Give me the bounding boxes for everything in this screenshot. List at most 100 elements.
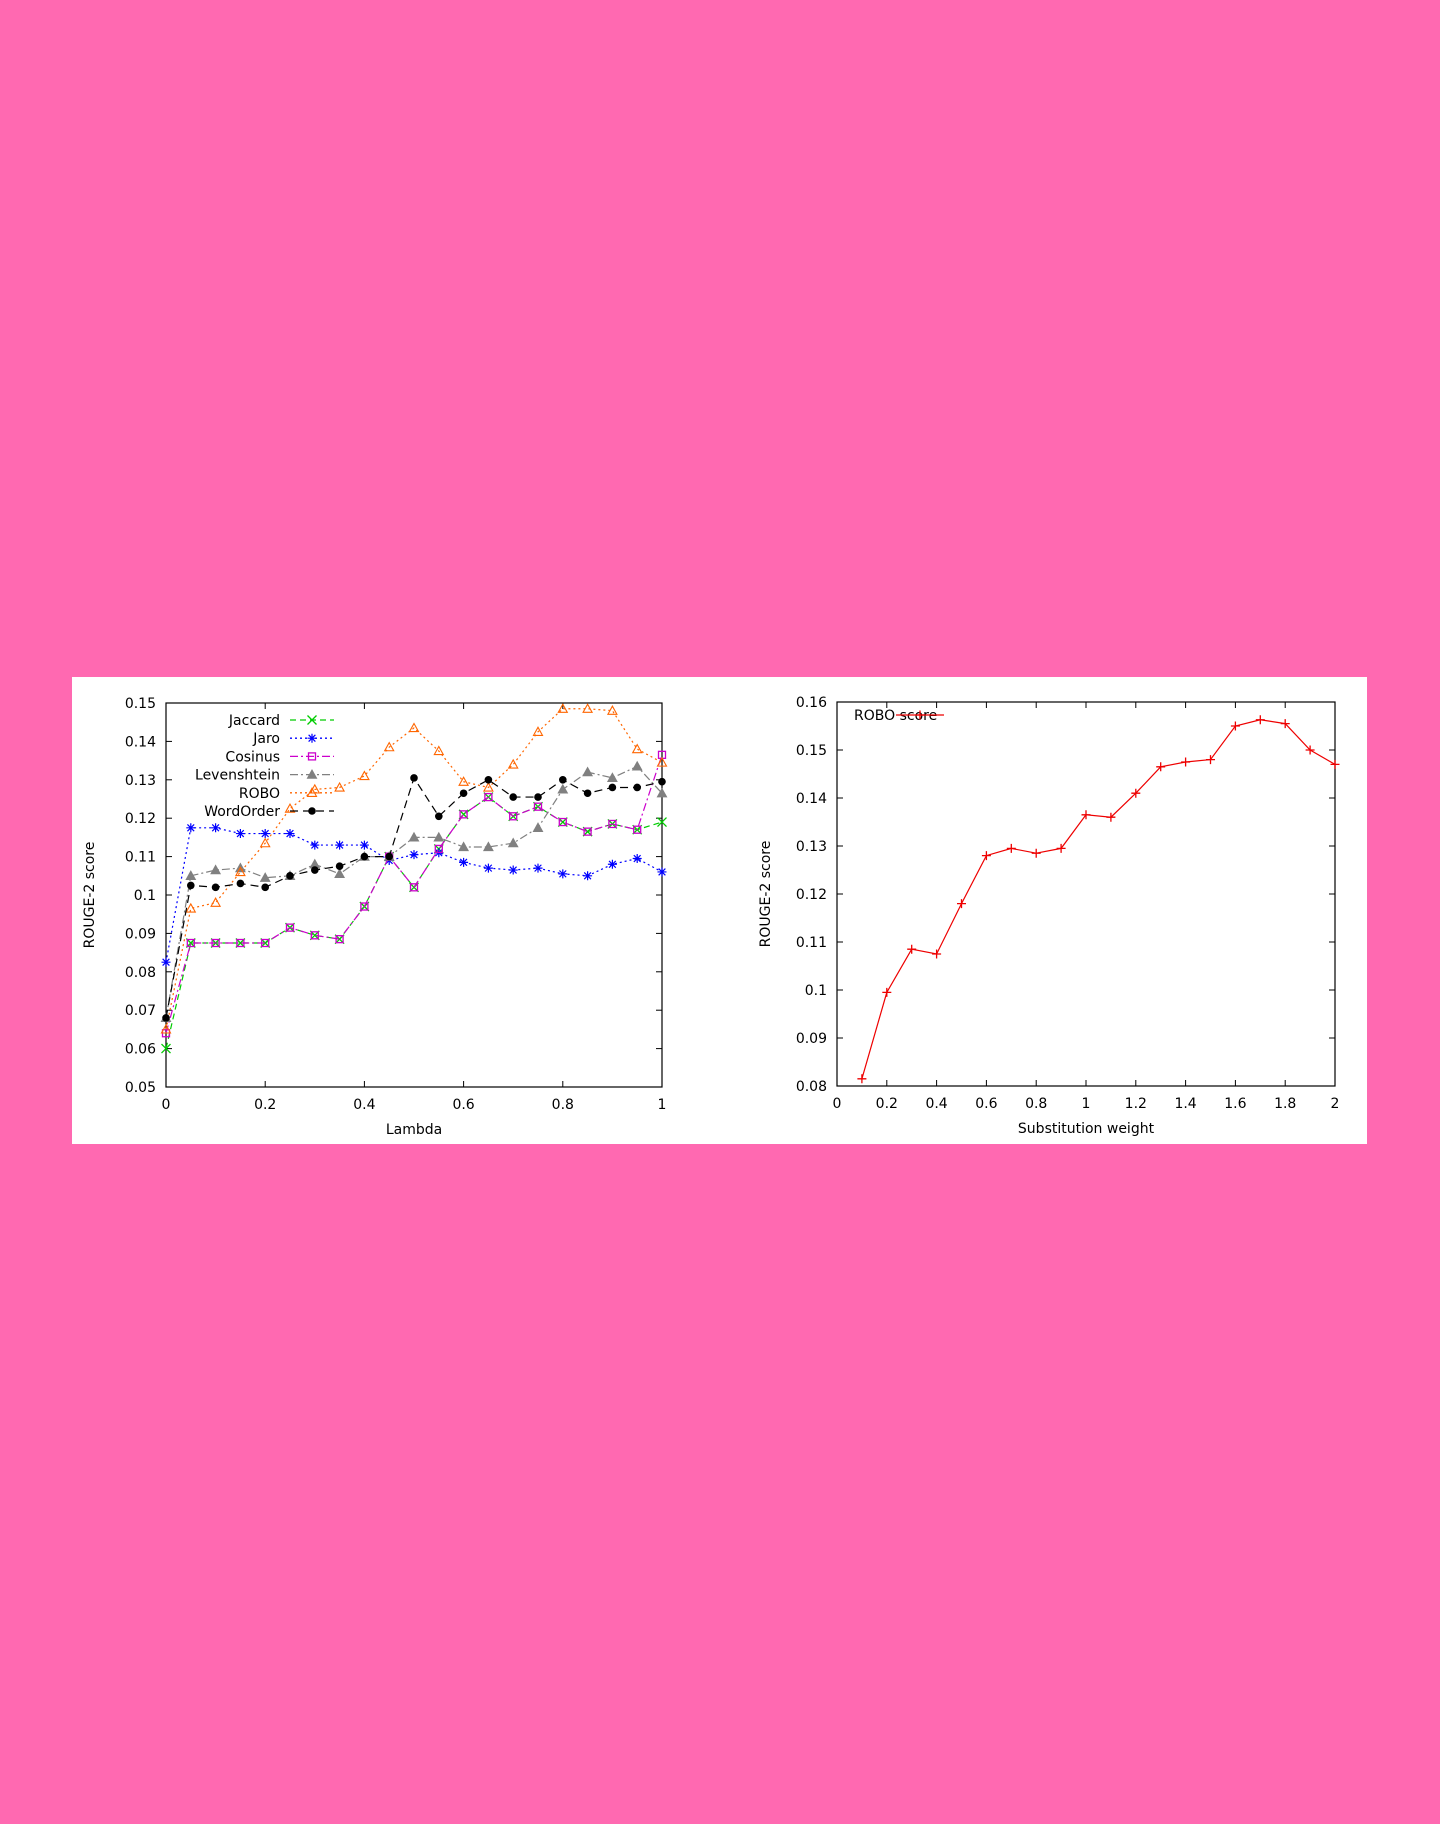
data-point-jaro bbox=[459, 857, 469, 867]
legend-marker bbox=[306, 768, 318, 779]
data-point-levenshtein bbox=[656, 787, 668, 798]
legend-label: WordOrder bbox=[204, 804, 280, 820]
data-point-cosinus bbox=[186, 938, 195, 948]
substitution-weight-chart: 0.08 0.09 0.1 0.11 0.12 0.13 0.14 0.15 0.16 0 0.2 0… bbox=[758, 695, 1340, 1137]
x-tick-label: 0.8 bbox=[552, 1097, 574, 1113]
data-point-robo bbox=[557, 703, 569, 713]
series-line-cosinus bbox=[165, 754, 663, 1034]
data-point-wordorder bbox=[583, 789, 592, 798]
legend-entry-robo: ROBO bbox=[239, 786, 334, 802]
data-point-cosinus bbox=[583, 827, 592, 836]
data-point-levenshtein bbox=[433, 831, 445, 842]
data-point-cosinus bbox=[261, 938, 270, 948]
data-point-robo-score bbox=[957, 899, 966, 909]
series-levenshtein bbox=[160, 760, 668, 1023]
data-point-robo-score bbox=[1006, 843, 1016, 853]
data-point-cosinus bbox=[310, 931, 319, 940]
x-tick-label: 1.8 bbox=[1274, 1096, 1296, 1112]
x-tick-label: 0 bbox=[162, 1097, 171, 1113]
data-point-levenshtein bbox=[408, 831, 420, 842]
x-tick-label: 0.4 bbox=[353, 1097, 375, 1113]
data-point-wordorder bbox=[286, 872, 294, 880]
data-point-levenshtein bbox=[458, 841, 470, 852]
data-point-levenshtein bbox=[582, 766, 594, 777]
data-point-wordorder bbox=[162, 1014, 170, 1022]
data-point-robo bbox=[259, 837, 271, 848]
y-tick-label: 0.11 bbox=[796, 935, 827, 951]
data-point-levenshtein bbox=[482, 841, 494, 852]
series-line-robo-score bbox=[861, 719, 1336, 1079]
data-point-robo bbox=[160, 1023, 172, 1034]
data-point-robo-score bbox=[1056, 843, 1066, 853]
legend-marker bbox=[307, 752, 317, 761]
data-point-robo bbox=[383, 741, 395, 752]
series-robo bbox=[160, 703, 668, 1034]
x-tick-label: 0 bbox=[833, 1096, 842, 1112]
series-line-jaro bbox=[165, 827, 663, 963]
data-point-robo-score bbox=[857, 1074, 867, 1084]
legend-marker bbox=[307, 733, 317, 743]
plot-frame bbox=[836, 701, 1336, 1087]
x-axis-title: Substitution weight bbox=[1018, 1121, 1155, 1137]
legend-label: Levenshtein bbox=[195, 768, 280, 784]
y-tick-label: 0.14 bbox=[125, 734, 156, 750]
data-point-jaro bbox=[211, 823, 221, 833]
y-tick-label: 0.09 bbox=[796, 1031, 827, 1047]
data-point-jaccard bbox=[161, 1043, 171, 1054]
data-point-levenshtein bbox=[557, 783, 569, 794]
legend-label: ROBO score bbox=[854, 708, 937, 724]
legend-entry-jaccard: Jaccard bbox=[228, 713, 334, 729]
y-axis-title: ROUGE-2 score bbox=[82, 842, 98, 949]
legend-entry-jaro: Jaro bbox=[252, 731, 334, 747]
data-point-wordorder bbox=[459, 789, 468, 798]
data-point-jaro bbox=[335, 840, 345, 850]
data-point-levenshtein bbox=[507, 837, 519, 848]
series-robo-score bbox=[857, 715, 1340, 1084]
data-point-wordorder bbox=[335, 862, 344, 870]
x-tick-label: 0.4 bbox=[925, 1096, 947, 1112]
data-point-jaro bbox=[409, 850, 419, 860]
figure-panel: 0.05 0.06 0.07 0.08 0.09 0.1 0.11 0.12 0.13 0.14 0… bbox=[72, 677, 1367, 1144]
data-point-jaro bbox=[310, 840, 320, 850]
legend-entry-robo-score: ROBO score bbox=[854, 708, 944, 724]
data-point-wordorder bbox=[360, 852, 369, 861]
data-point-cosinus bbox=[360, 902, 369, 911]
data-point-robo-score bbox=[1181, 757, 1191, 767]
data-point-cosinus bbox=[633, 825, 642, 834]
data-point-jaro bbox=[235, 829, 245, 839]
data-point-cosinus bbox=[434, 844, 443, 854]
y-tick-label: 0.11 bbox=[125, 850, 156, 866]
data-point-robo bbox=[507, 758, 519, 769]
y-tick-label: 0.16 bbox=[796, 695, 827, 711]
data-point-jaro bbox=[583, 871, 593, 881]
y-tick-label: 0.12 bbox=[796, 887, 827, 903]
data-point-levenshtein bbox=[631, 760, 643, 771]
x-tick-label: 1 bbox=[1082, 1096, 1091, 1112]
legend-marker bbox=[915, 710, 925, 720]
series-wordorder bbox=[162, 774, 666, 1022]
x-tick-label: 2 bbox=[1331, 1096, 1340, 1112]
data-point-jaro bbox=[359, 840, 369, 850]
data-point-jaro bbox=[285, 829, 295, 839]
data-point-cosinus bbox=[409, 883, 419, 892]
y-tick-label: 0.1 bbox=[134, 888, 156, 904]
data-point-wordorder bbox=[236, 879, 245, 888]
x-tick-label: 1.2 bbox=[1125, 1096, 1147, 1112]
data-point-cosinus bbox=[533, 802, 543, 811]
data-point-cosinus bbox=[211, 938, 220, 948]
data-point-robo bbox=[656, 756, 668, 767]
data-point-robo bbox=[408, 722, 420, 733]
data-point-wordorder bbox=[311, 866, 319, 874]
x-tick-label: 0.8 bbox=[1025, 1096, 1047, 1112]
data-point-robo bbox=[532, 726, 544, 736]
data-point-robo bbox=[433, 745, 445, 756]
data-point-levenshtein bbox=[606, 772, 618, 783]
data-point-wordorder bbox=[658, 777, 666, 786]
x-tick-label: 0.2 bbox=[254, 1097, 276, 1113]
data-point-levenshtein bbox=[334, 868, 346, 879]
data-point-levenshtein bbox=[532, 822, 544, 832]
data-point-robo bbox=[210, 897, 222, 907]
data-point-jaro bbox=[260, 829, 270, 839]
y-axis-title: ROUGE-2 score bbox=[758, 841, 774, 948]
data-point-wordorder bbox=[211, 883, 220, 892]
